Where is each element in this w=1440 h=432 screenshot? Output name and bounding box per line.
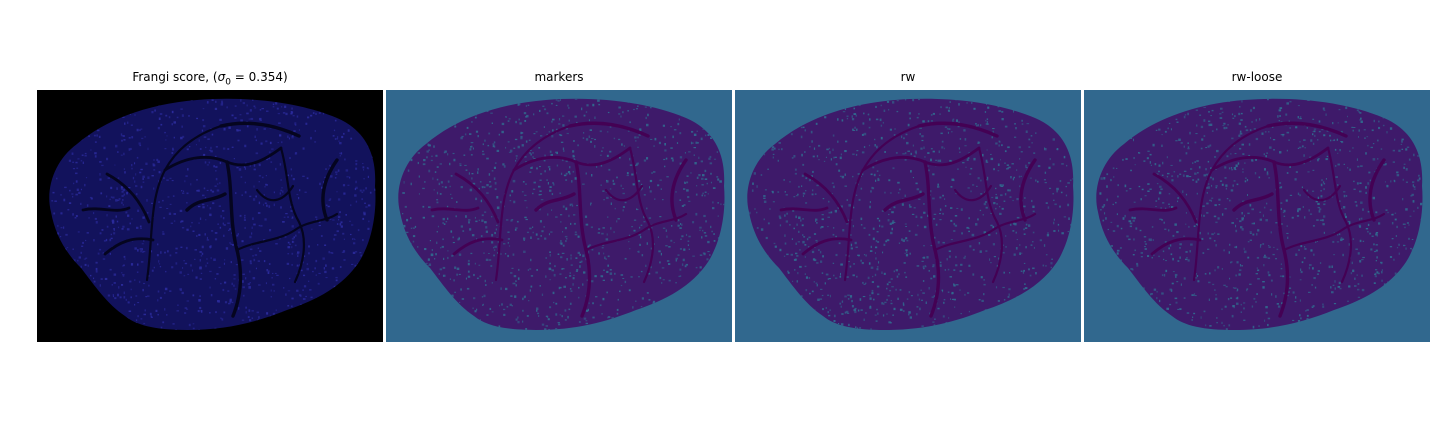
vessel-layer <box>81 121 339 318</box>
title-prefix: Frangi score, ( <box>132 70 218 84</box>
title-suffix: = 0.354) <box>230 70 288 84</box>
panel-frangi: Frangi score, (σ0 = 0.354) <box>37 70 383 342</box>
vessel-path <box>1368 158 1386 222</box>
markers-image <box>386 90 732 342</box>
frangi-score-image <box>37 90 383 342</box>
vessel-path <box>883 192 925 212</box>
vessel-path <box>235 212 339 252</box>
rw-image <box>735 90 1081 342</box>
vessel-path <box>321 158 339 222</box>
vessel-path <box>1302 184 1342 202</box>
panel-title-rw: rw <box>900 70 916 84</box>
rw-loose-image <box>1084 90 1430 342</box>
vessel-path <box>953 184 993 202</box>
vessel-path <box>801 237 853 256</box>
vessel-path <box>1150 237 1202 256</box>
vessel-path <box>1266 121 1348 138</box>
vessel-path <box>1232 192 1274 212</box>
vessel-path <box>604 184 644 202</box>
vessel-path <box>670 158 688 222</box>
vessel-path <box>568 121 650 138</box>
vessel-path <box>452 237 504 256</box>
vessel-path <box>185 192 227 212</box>
tissue-region <box>1096 98 1423 330</box>
vessel-path <box>1019 158 1037 222</box>
tissue-region <box>747 98 1074 330</box>
panel-title-markers: markers <box>534 70 584 84</box>
title-sigma: σ <box>217 70 226 84</box>
vessel-path <box>1128 206 1178 212</box>
vessel-path <box>933 212 1037 252</box>
vessel-path <box>779 206 829 212</box>
vessel-path <box>534 192 576 212</box>
panel-rw: rw <box>735 70 1081 342</box>
vessel-path <box>105 172 151 224</box>
vessel-layer <box>1128 121 1386 318</box>
vessel-path <box>977 146 1004 284</box>
vessel-layer <box>430 121 688 318</box>
vessel-path <box>255 184 295 202</box>
panel-title-rw-loose: rw-loose <box>1231 70 1283 84</box>
vessel-path <box>219 121 301 138</box>
vessel-path <box>803 172 849 224</box>
vessel-path <box>1152 172 1198 224</box>
vessel-path <box>1282 212 1386 252</box>
title-sigma-subscript: 0 <box>225 77 231 88</box>
tissue-region <box>49 98 376 330</box>
vessel-path <box>1326 146 1353 284</box>
vessel-layer <box>779 121 1037 318</box>
vessel-path <box>454 172 500 224</box>
vessel-path <box>103 237 155 256</box>
vessel-path <box>81 206 131 212</box>
vessel-path <box>279 146 306 284</box>
vessel-path <box>584 212 688 252</box>
vessel-path <box>430 206 480 212</box>
vessel-path <box>628 146 655 284</box>
vessel-path <box>917 121 999 138</box>
panel-markers: markers <box>386 70 732 342</box>
panel-title-frangi: Frangi score, (σ0 = 0.354) <box>37 70 383 87</box>
panel-rw-loose: rw-loose <box>1084 70 1430 342</box>
